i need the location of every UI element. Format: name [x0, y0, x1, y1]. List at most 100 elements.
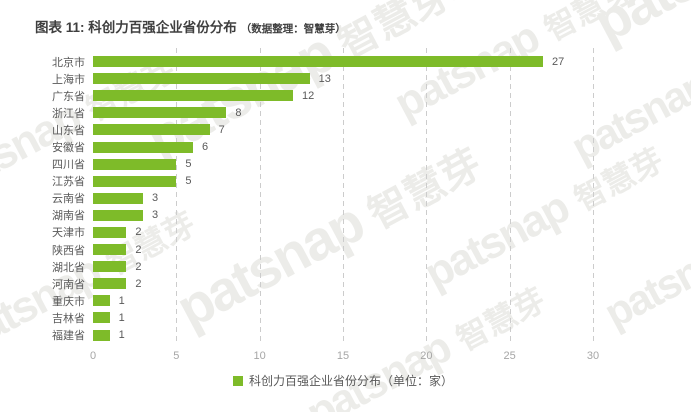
category-label: 浙江省	[52, 107, 85, 120]
bar-track: 8	[93, 107, 593, 119]
value-label: 5	[185, 158, 192, 171]
bar-rows: 北京市 27 上海市 13 广东省 12 浙江省 8 山东省 7 安徽省 6 四川省 5 江苏省 5 云南省 3 湖…	[35, 53, 675, 344]
bar-track: 27	[93, 56, 593, 68]
bar-track: 2	[93, 244, 593, 256]
bar	[93, 192, 143, 204]
legend-label: 科创力百强企业省份分布（单位：家）	[248, 374, 453, 388]
value-label: 1	[118, 294, 125, 307]
gridline	[509, 48, 511, 345]
category-label: 广东省	[52, 90, 85, 103]
category-label: 四川省	[52, 159, 85, 172]
bar	[93, 295, 110, 307]
x-tick-label: 20	[420, 350, 433, 362]
value-label: 2	[135, 277, 142, 290]
bar-track: 13	[93, 73, 593, 85]
gridline	[259, 48, 261, 345]
legend-swatch-icon	[232, 375, 243, 386]
category-label: 重庆市	[52, 295, 85, 308]
bar-row: 广东省 12	[35, 87, 675, 104]
value-label: 3	[152, 209, 159, 222]
gridline	[176, 48, 178, 345]
bar-row: 云南省 3	[35, 190, 675, 207]
bar	[93, 278, 127, 290]
bar-row: 上海市 13	[35, 70, 675, 87]
category-label: 湖南省	[52, 210, 85, 223]
bar	[93, 329, 110, 341]
x-tick-label: 30	[586, 350, 600, 362]
bar-track: 2	[93, 261, 593, 273]
value-label: 13	[318, 72, 331, 85]
gridline	[343, 48, 344, 345]
watermark-latin: patsnap	[429, 0, 589, 3]
category-label: 陕西省	[52, 244, 85, 257]
x-tick-label: 15	[336, 350, 350, 362]
bar-track: 5	[93, 158, 593, 170]
bar-track: 6	[93, 141, 593, 153]
category-label: 福建省	[52, 330, 85, 343]
bar-track: 2	[93, 278, 593, 290]
value-label: 5	[185, 175, 192, 188]
bar	[93, 244, 127, 256]
category-label: 安徽省	[52, 142, 85, 155]
value-label: 6	[202, 141, 209, 154]
bar-track: 1	[93, 295, 593, 307]
bar-row: 北京市 27	[35, 53, 675, 70]
category-label: 湖北省	[52, 261, 85, 274]
bar-row: 福建省 1	[35, 327, 675, 344]
bar-row: 湖南省 3	[35, 207, 675, 224]
value-label: 12	[302, 89, 315, 102]
bar-row: 陕西省 2	[35, 241, 675, 258]
category-label: 天津市	[52, 227, 85, 240]
value-label: 27	[552, 55, 565, 68]
category-label: 河南省	[52, 278, 85, 291]
value-label: 1	[118, 311, 125, 324]
bar-row: 河南省 2	[35, 275, 675, 292]
legend: 科创力百强企业省份分布（单位：家）	[93, 372, 593, 389]
bar-track: 2	[93, 226, 593, 238]
gridline	[426, 48, 428, 345]
x-tick-label: 0	[89, 350, 97, 362]
x-tick-label: 5	[173, 350, 180, 362]
bar	[93, 209, 143, 221]
watermark-latin: patsnap	[583, 0, 691, 54]
bar-track: 3	[93, 192, 593, 204]
bar-track: 7	[93, 124, 593, 136]
x-tick-label: 25	[503, 350, 516, 362]
value-label: 2	[135, 226, 142, 239]
category-label: 吉林省	[52, 312, 85, 325]
bar	[93, 158, 177, 170]
value-label: 8	[235, 106, 242, 119]
x-axis: 0 5 10 15 20 25 30	[89, 350, 599, 364]
bar-track: 1	[93, 312, 593, 324]
value-label: 7	[218, 123, 225, 136]
bar-row: 四川省 5	[35, 156, 675, 173]
bar-row: 山东省 7	[35, 121, 675, 138]
bar-row: 江苏省 5	[35, 173, 675, 190]
watermark-cjk: 智慧芽	[538, 0, 640, 48]
value-label: 2	[135, 260, 142, 273]
bar	[93, 73, 310, 85]
category-label: 山东省	[52, 124, 85, 137]
category-label: 云南省	[52, 193, 85, 206]
x-tick-label: 10	[253, 350, 266, 362]
bar	[93, 56, 543, 68]
bar	[93, 175, 177, 187]
bar-track: 1	[93, 329, 593, 341]
bar	[93, 261, 127, 273]
bar-track: 12	[93, 90, 593, 102]
category-label: 上海市	[52, 73, 85, 86]
bar	[93, 226, 127, 238]
bar	[93, 141, 193, 153]
bar-row: 吉林省 1	[35, 309, 675, 326]
bar-row: 重庆市 1	[35, 292, 675, 309]
bar-track: 5	[93, 175, 593, 187]
category-label: 江苏省	[52, 176, 85, 189]
chart-title: 图表 11: 科创力百强企业省份分布	[35, 20, 237, 35]
chart-title-row: 图表 11: 科创力百强企业省份分布 （数据整理：智慧芽）	[35, 16, 346, 37]
bar	[93, 124, 210, 136]
bar-track: 3	[93, 209, 593, 221]
chart-source-note: （数据整理：智慧芽）	[240, 23, 346, 35]
bar	[93, 90, 293, 102]
gridline	[593, 48, 594, 345]
watermark-text: patsnap智慧芽	[429, 0, 682, 3]
